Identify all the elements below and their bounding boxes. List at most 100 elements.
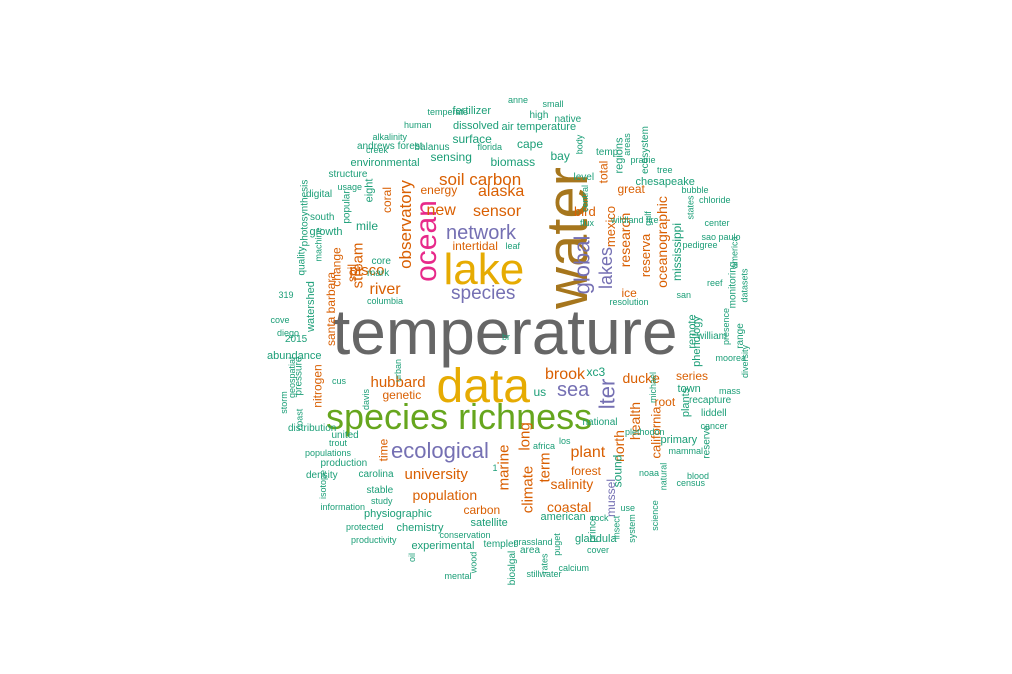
word-cus: cus xyxy=(332,375,347,386)
word-san: san xyxy=(676,289,692,300)
word-river: river xyxy=(369,281,401,298)
word-cover: cover xyxy=(587,544,610,555)
word-temperate: temperate xyxy=(427,106,469,117)
word-temp: temp xyxy=(596,147,619,158)
word-coral: coral xyxy=(380,186,395,214)
word-gulf: gulf xyxy=(642,210,653,226)
word-biomass: biomass xyxy=(490,155,536,169)
word-town: town xyxy=(677,382,701,395)
word-africa: africa xyxy=(533,440,556,451)
word-census: census xyxy=(676,477,706,488)
word-moorea: moorea xyxy=(715,352,747,363)
word-wildland-fire: wildland fire xyxy=(611,214,659,225)
word-templer: templer xyxy=(483,539,517,550)
word-series: series xyxy=(676,369,709,383)
word-monitoring: monitoring xyxy=(726,261,738,309)
word-marine: marine xyxy=(495,444,513,490)
word-los: los xyxy=(559,435,571,446)
word-sao-paulo: sao paulo xyxy=(701,231,741,242)
word-south: south xyxy=(310,212,335,223)
word-cove: cove xyxy=(270,314,290,325)
word-mexico: mexico xyxy=(602,205,618,247)
word-native: native xyxy=(554,114,582,125)
word-environmental: environmental xyxy=(350,156,420,169)
word-experimental: experimental xyxy=(411,539,475,552)
word-hubbard: hubbard xyxy=(370,373,426,391)
word-mile: mile xyxy=(356,219,379,233)
word-small: small xyxy=(542,98,564,109)
word-states: states xyxy=(685,194,696,220)
word-plethodon: plethodon xyxy=(625,426,665,437)
word-bay: bay xyxy=(550,149,570,163)
word-alkalinity: alkalinity xyxy=(372,131,408,142)
word-observatory: observatory xyxy=(395,179,415,269)
word-science: science xyxy=(649,499,660,531)
word-photosynthesis: photosynthesis xyxy=(298,179,310,247)
word-rock: rock xyxy=(591,512,609,523)
word-trout: trout xyxy=(329,437,348,448)
word-species: species xyxy=(451,282,516,304)
word-study: study xyxy=(371,495,393,506)
word-coast: coast xyxy=(294,408,305,430)
word-central: central xyxy=(579,184,590,212)
word-use: use xyxy=(620,502,636,513)
word-ecological: ecological xyxy=(391,438,489,463)
word-areas: areas xyxy=(621,132,632,156)
word-american: american xyxy=(540,510,586,523)
word-abundance: abundance xyxy=(267,349,322,362)
word-growth: growth xyxy=(309,225,343,238)
word-united: united xyxy=(331,430,359,441)
word-root: root xyxy=(654,395,676,409)
word-area: area xyxy=(520,545,541,556)
word-tree: tree xyxy=(657,164,673,175)
word-populations: populations xyxy=(305,447,352,458)
word-anne: anne xyxy=(508,94,529,105)
word-liddell: liddell xyxy=(701,408,727,419)
word-diego: diego xyxy=(277,327,300,338)
word-cape: cape xyxy=(517,137,544,151)
word-reserve: reserve xyxy=(701,425,713,459)
word-digital: digital xyxy=(306,189,333,200)
word-eight: eight xyxy=(363,178,376,202)
word-bioalgal: bioalgal xyxy=(507,550,519,586)
word-new: new xyxy=(426,202,456,219)
word-oil: oil xyxy=(406,552,417,562)
word-prince: prince xyxy=(587,515,599,543)
word-recapture: recapture xyxy=(689,395,732,406)
word-sound: sound xyxy=(609,454,624,488)
word-datasets: datasets xyxy=(739,267,750,303)
word-information: information xyxy=(320,501,366,512)
word-michael: michael xyxy=(647,371,658,403)
word-long: long xyxy=(516,421,534,451)
word-total: total xyxy=(595,160,610,184)
word-lter: lter xyxy=(593,378,619,410)
word-mass: mass xyxy=(719,385,741,396)
word-resolution: resolution xyxy=(609,296,649,307)
word-william: william xyxy=(697,331,727,342)
word-structure: structure xyxy=(328,169,368,180)
word-machine: machine xyxy=(313,226,324,262)
word-glandula: glandula xyxy=(575,532,617,545)
word-319: 319 xyxy=(278,289,294,300)
word-puget: puget xyxy=(551,532,562,556)
word-br: br xyxy=(502,331,511,342)
word-creek: creek xyxy=(366,144,389,155)
word-body: body xyxy=(574,134,585,154)
word-mississippi: mississippi xyxy=(670,222,685,282)
word-air-temperature: air temperature xyxy=(501,120,577,133)
word-noaa: noaa xyxy=(639,467,660,478)
word-national: national xyxy=(582,417,618,428)
word-great: great xyxy=(617,182,645,196)
word-prairie: prairie xyxy=(630,154,656,165)
word-chloride: chloride xyxy=(699,194,731,205)
word-reef: reef xyxy=(707,277,723,288)
word-2015: 2015 xyxy=(285,334,308,345)
word-bubble: bubble xyxy=(681,184,709,195)
word-carbon: carbon xyxy=(463,503,501,517)
word-santa-barbara: santa barbara xyxy=(324,271,339,347)
word-brook: brook xyxy=(545,366,586,383)
word-pressure: pressure xyxy=(292,356,304,396)
word-soil: soil xyxy=(345,263,360,283)
word-dissolved: dissolved xyxy=(453,119,499,132)
word-energy: energy xyxy=(420,183,458,197)
